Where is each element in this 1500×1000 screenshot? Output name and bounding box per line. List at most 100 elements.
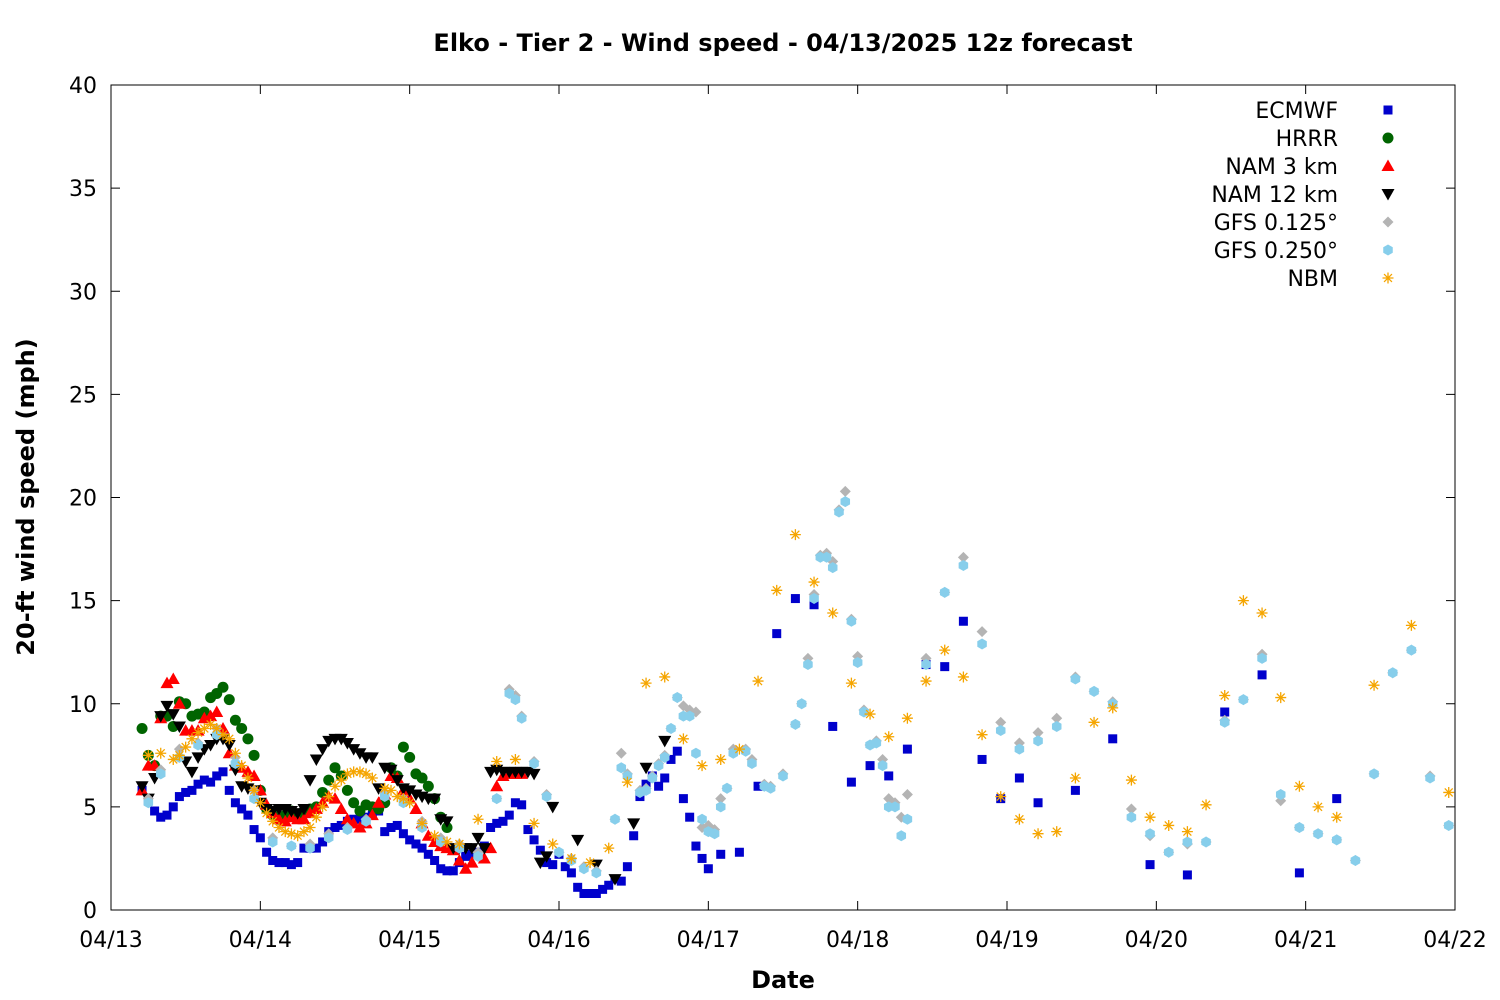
point-nam-12-km — [154, 711, 168, 723]
point-gfs-0-250 — [529, 758, 539, 770]
point-nbm — [640, 677, 652, 689]
point-gfs-0-250 — [846, 615, 857, 627]
point-nam-12-km — [571, 834, 585, 847]
point-ecmwf — [199, 775, 209, 785]
point-nbm — [939, 644, 951, 656]
point-nam-12-km — [204, 740, 218, 752]
point-nbm — [1032, 828, 1044, 840]
point-gfs-0-250 — [1331, 834, 1342, 846]
point-nbm — [547, 838, 559, 850]
point-nbm — [348, 766, 360, 778]
point-ecmwf — [411, 839, 421, 849]
point-ecmwf — [517, 800, 527, 810]
point-nbm — [198, 723, 210, 734]
point-nbm — [155, 747, 167, 759]
point-ecmwf — [498, 816, 508, 826]
point-nbm — [565, 852, 577, 864]
point-nam-12-km — [403, 785, 417, 797]
point-gfs-0-250 — [361, 815, 371, 827]
point-gfs-0-250 — [809, 593, 819, 605]
point-gfs-0-250 — [1275, 789, 1286, 800]
point-nam-12-km — [540, 851, 554, 863]
point-hrrr — [236, 723, 248, 734]
point-nam-3-km — [459, 862, 473, 874]
point-gfs-0-250 — [1219, 716, 1230, 728]
point-nam-12-km — [428, 793, 442, 806]
point-ecmwf — [734, 847, 744, 857]
point-gfs-0-250 — [1051, 720, 1062, 732]
point-gfs-0-250 — [715, 801, 726, 813]
point-gfs-0-250 — [691, 747, 701, 759]
legend-label-nbm: NBM — [1287, 267, 1338, 292]
point-nbm — [901, 712, 913, 724]
series-gfs-0-125 — [142, 485, 1455, 877]
y-tick-label: 25 — [69, 383, 97, 408]
point-gfs-0-250 — [1257, 652, 1267, 664]
point-nbm — [248, 784, 260, 796]
point-nam-3-km — [172, 697, 186, 709]
point-hrrr — [217, 681, 229, 693]
point-ecmwf — [716, 849, 726, 859]
point-ecmwf — [504, 810, 514, 820]
point-hrrr — [341, 784, 353, 796]
point-nam-3-km — [328, 792, 342, 804]
x-tick-label: 04/19 — [975, 928, 1038, 953]
point-gfs-0-250 — [653, 760, 664, 772]
x-tick-label: 04/13 — [79, 928, 142, 953]
point-nbm — [335, 774, 347, 786]
point-nam-3-km — [465, 856, 479, 868]
point-nbm — [1051, 826, 1063, 838]
point-ecmwf — [846, 777, 856, 787]
point-nam-3-km — [309, 802, 323, 814]
point-nbm — [1312, 801, 1324, 813]
point-nam-12-km — [303, 775, 317, 787]
point-gfs-0-250 — [1182, 836, 1193, 848]
point-gfs-0-250 — [591, 867, 602, 879]
point-ecmwf — [790, 594, 800, 604]
y-tick-label: 15 — [69, 590, 97, 615]
point-hrrr — [317, 786, 329, 798]
point-ecmwf — [1145, 860, 1155, 870]
point-gfs-0-250 — [852, 657, 863, 668]
point-nbm — [242, 772, 254, 784]
point-ecmwf — [548, 860, 558, 870]
point-gfs-0-250 — [305, 842, 315, 854]
point-ecmwf — [1294, 868, 1304, 878]
point-nam-3-km — [297, 812, 311, 825]
point-ecmwf — [703, 864, 713, 874]
point-nam-12-km — [291, 808, 305, 820]
y-tick-label: 30 — [69, 280, 97, 305]
point-gfs-0-250 — [958, 560, 969, 572]
point-nbm — [217, 729, 229, 741]
point-gfs-0-250 — [1089, 685, 1099, 697]
point-ecmwf — [629, 831, 639, 841]
point-ecmwf — [398, 829, 408, 839]
point-gfs-0-250 — [1406, 644, 1417, 656]
legend-label-gfs-0-250: GFS 0.250° — [1214, 239, 1338, 264]
point-nam-12-km — [347, 744, 361, 756]
point-nbm — [957, 671, 969, 683]
x-axis-label: Date — [751, 966, 815, 994]
point-gfs-0-250 — [834, 506, 844, 518]
point-hrrr — [422, 780, 434, 792]
point-ecmwf — [1014, 773, 1024, 783]
point-nbm — [603, 842, 615, 854]
point-nbm — [995, 791, 1007, 803]
point-nam-12-km — [465, 843, 479, 855]
point-ecmwf — [1220, 707, 1230, 717]
point-nam-3-km — [204, 709, 218, 722]
point-nam-12-km — [546, 801, 560, 814]
x-tick-label: 04/14 — [229, 928, 292, 953]
y-tick-label: 10 — [69, 693, 97, 718]
point-nbm — [715, 753, 727, 765]
point-nam-3-km — [409, 802, 423, 814]
point-gfs-0-125 — [715, 793, 727, 805]
point-nbm — [366, 772, 378, 784]
point-gfs-0-250 — [610, 813, 620, 825]
point-nam-12-km — [658, 735, 672, 748]
point-nbm — [236, 760, 248, 772]
point-gfs-0-250 — [827, 562, 838, 574]
point-gfs-0-250 — [939, 586, 950, 598]
point-ecmwf — [318, 837, 328, 847]
point-gfs-0-250 — [641, 784, 651, 796]
